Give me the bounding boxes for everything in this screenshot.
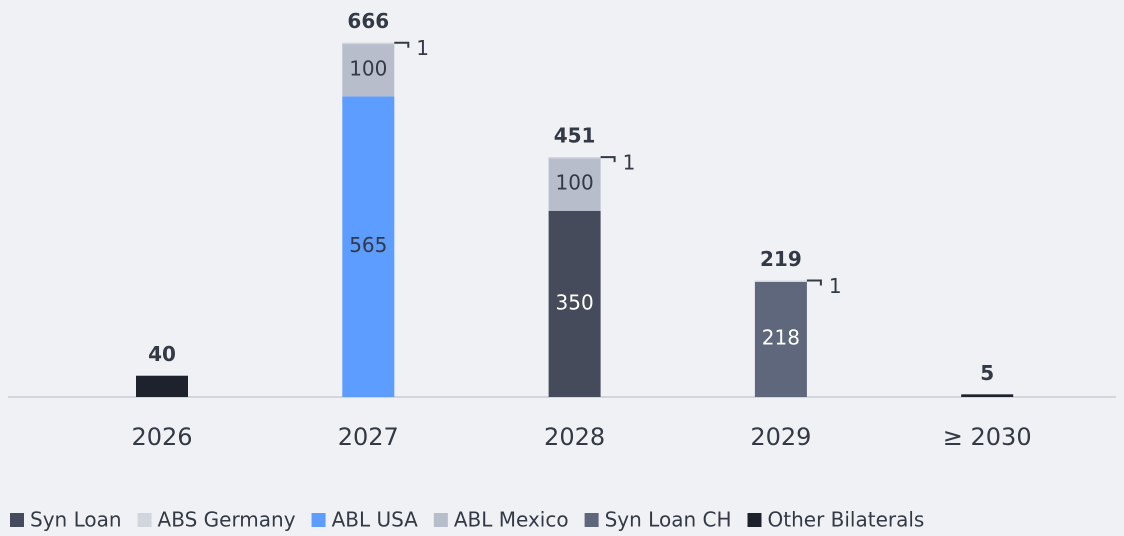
- x-tick-label: 2029: [750, 423, 811, 451]
- x-tick-label: 2028: [544, 423, 605, 451]
- legend-swatch: [10, 513, 24, 527]
- legend-label: Syn Loan CH: [605, 508, 732, 532]
- legend-swatch: [747, 513, 762, 527]
- label-leader: [394, 41, 410, 48]
- segment-label: 565: [349, 233, 387, 257]
- segment-label: 218: [762, 326, 800, 350]
- total-label: 5: [980, 361, 994, 385]
- bar-segment: [342, 42, 395, 45]
- label-leader: [600, 156, 616, 163]
- label-leader: [806, 279, 822, 286]
- bar-segment: [342, 43, 395, 97]
- bar-segment: [548, 157, 601, 159]
- segment-label: 1: [623, 151, 636, 175]
- x-tick-label: 2027: [338, 423, 399, 451]
- legend-label: ABS Germany: [158, 508, 296, 532]
- bar-segment: [342, 96, 395, 398]
- total-label: 451: [554, 124, 596, 148]
- bar-segment: [754, 281, 807, 397]
- legend-swatch: [584, 513, 599, 527]
- total-label: 40: [148, 342, 176, 366]
- bar-segment: [136, 375, 188, 397]
- segment-label: 100: [556, 171, 594, 195]
- legend-label: ABL Mexico: [454, 508, 569, 532]
- bar-segment: [961, 394, 1014, 397]
- legend-swatch: [311, 513, 326, 527]
- legend-swatch: [137, 513, 152, 527]
- legend-swatch: [433, 513, 448, 527]
- x-tick-label: ≥ 2030: [943, 423, 1032, 451]
- bar-segment: [548, 210, 601, 397]
- segment-label: 100: [349, 56, 387, 80]
- total-label: 219: [760, 247, 802, 271]
- legend-label: Other Bilaterals: [768, 508, 925, 532]
- legend-label: Syn Loan: [30, 508, 122, 532]
- segment-label: 350: [556, 290, 594, 314]
- total-label: 666: [347, 9, 389, 33]
- segment-label: 1: [829, 274, 842, 298]
- legend-label: ABL USA: [332, 508, 419, 532]
- bar-segment: [754, 280, 807, 282]
- bar-segment: [548, 157, 601, 211]
- segment-label: 1: [416, 36, 429, 60]
- x-tick-label: 2026: [131, 423, 192, 451]
